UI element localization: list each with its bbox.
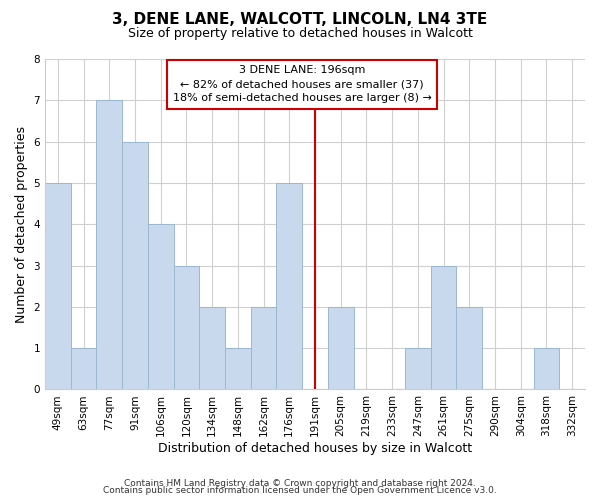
X-axis label: Distribution of detached houses by size in Walcott: Distribution of detached houses by size … [158,442,472,455]
Bar [457,307,482,390]
Bar [199,307,225,390]
Text: 3, DENE LANE, WALCOTT, LINCOLN, LN4 3TE: 3, DENE LANE, WALCOTT, LINCOLN, LN4 3TE [112,12,488,28]
Bar [405,348,431,390]
Bar [328,307,353,390]
Y-axis label: Number of detached properties: Number of detached properties [15,126,28,322]
Bar [277,183,302,390]
Bar [251,307,277,390]
Bar [225,348,251,390]
Bar [431,266,457,390]
Text: 3 DENE LANE: 196sqm
← 82% of detached houses are smaller (37)
18% of semi-detach: 3 DENE LANE: 196sqm ← 82% of detached ho… [173,65,431,103]
Bar [173,266,199,390]
Bar [97,100,122,390]
Text: Contains public sector information licensed under the Open Government Licence v3: Contains public sector information licen… [103,486,497,495]
Bar [71,348,97,390]
Text: Contains HM Land Registry data © Crown copyright and database right 2024.: Contains HM Land Registry data © Crown c… [124,478,476,488]
Bar [45,183,71,390]
Bar [122,142,148,390]
Bar [148,224,173,390]
Text: Size of property relative to detached houses in Walcott: Size of property relative to detached ho… [128,28,472,40]
Bar [533,348,559,390]
